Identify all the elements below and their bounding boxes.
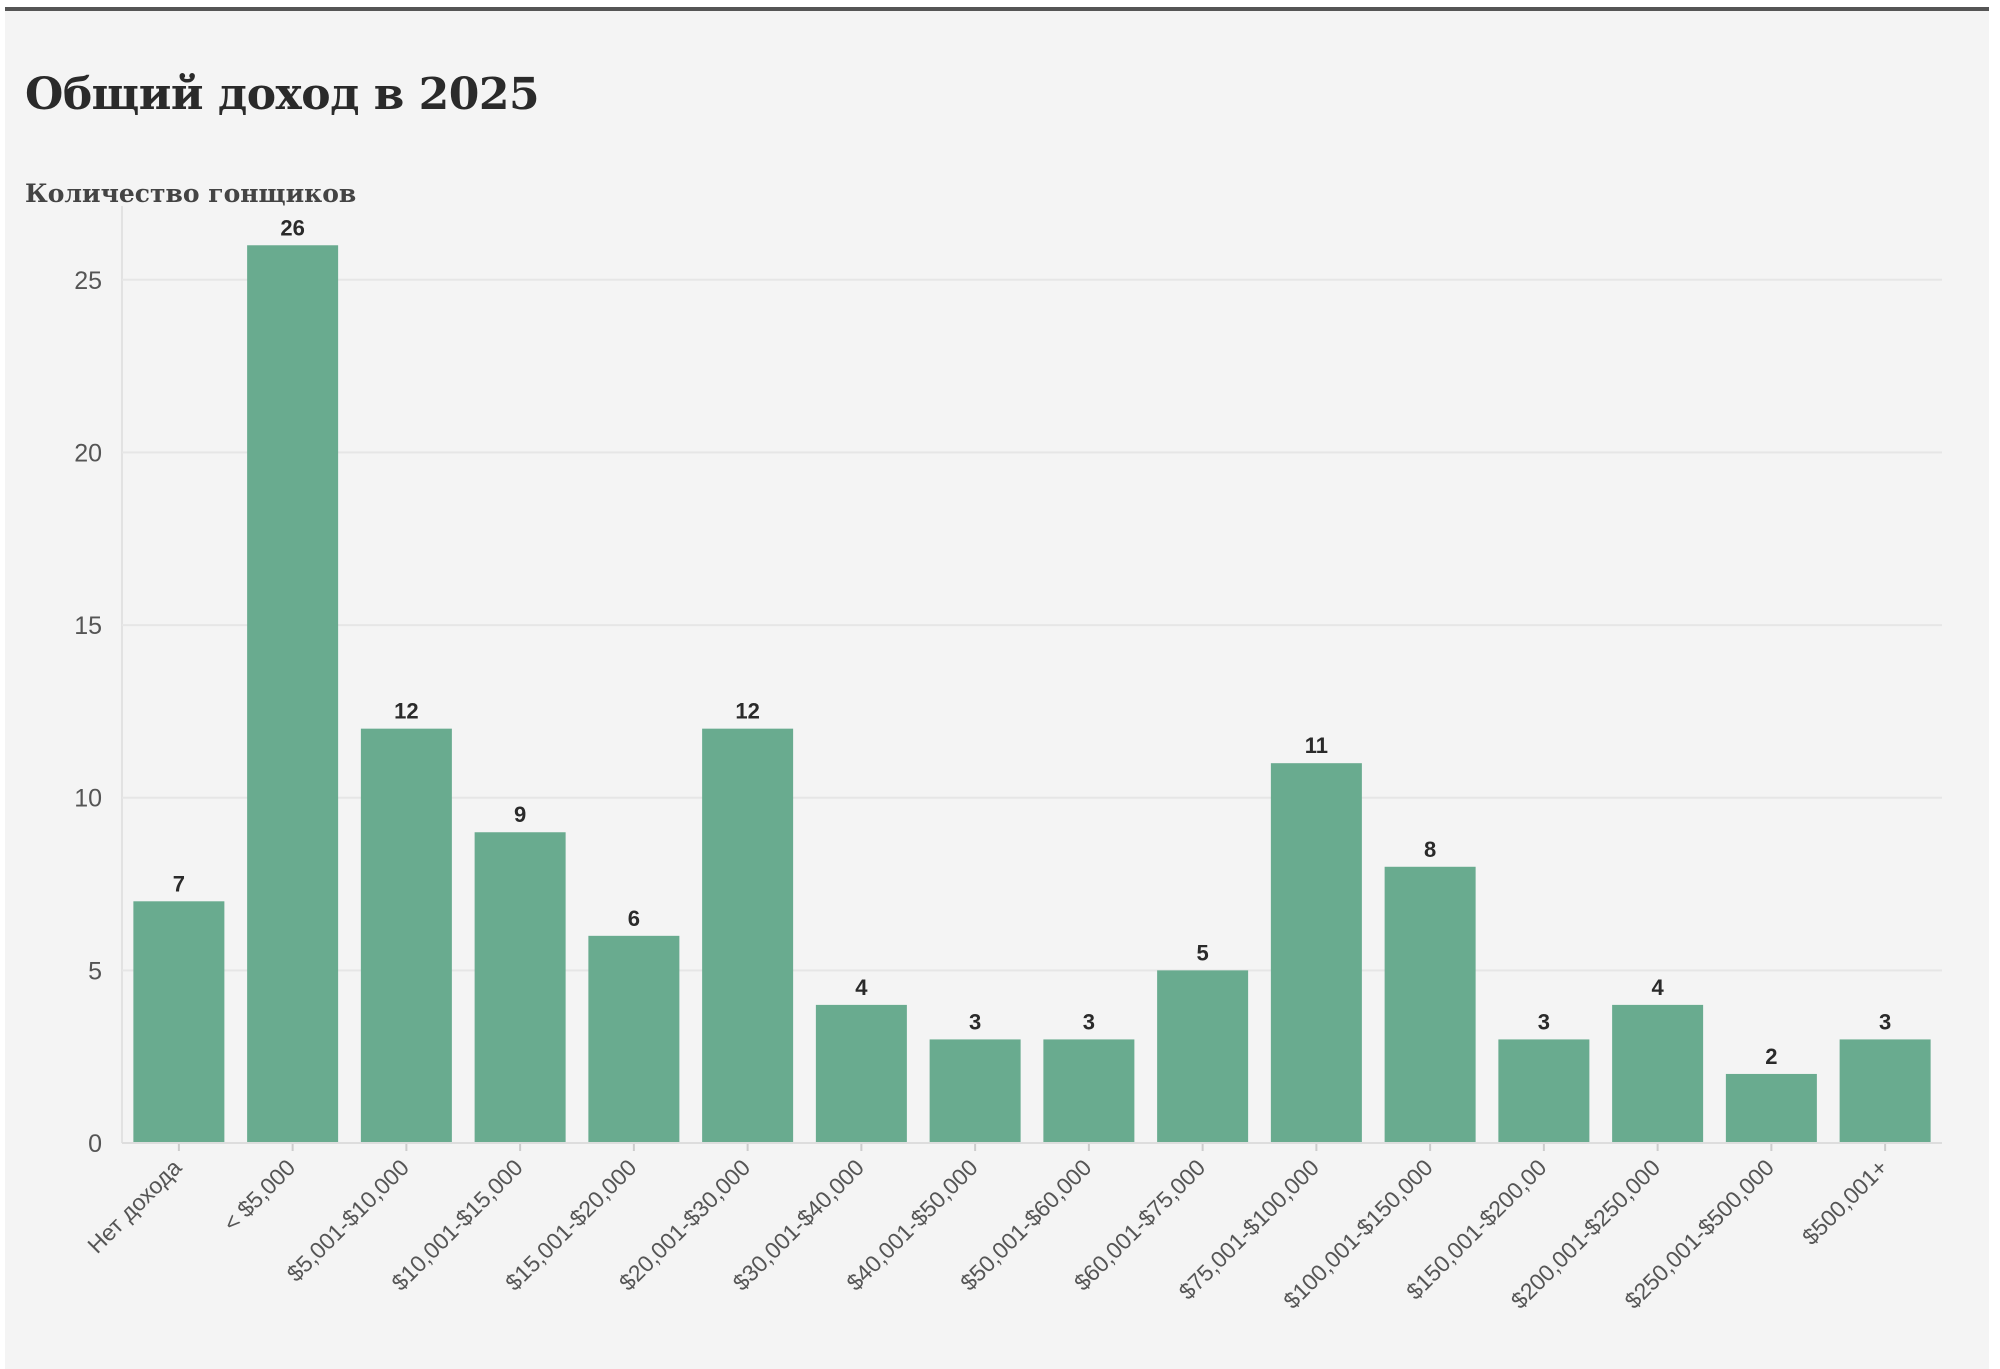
bar-value-label: 4: [1652, 975, 1665, 1000]
bar: [133, 901, 225, 1143]
chart-title: Общий доход в 2025: [25, 69, 540, 120]
bar: [1270, 763, 1362, 1143]
bar-value-label: 26: [280, 215, 304, 240]
bar-value-label: 3: [1538, 1009, 1550, 1034]
bar: [1839, 1039, 1931, 1143]
bar: [1384, 866, 1476, 1143]
bar-value-label: 12: [735, 699, 759, 724]
bar-value-label: 3: [1879, 1009, 1891, 1034]
bar-value-label: 3: [969, 1009, 981, 1034]
x-category-label: $500,001+: [1797, 1154, 1893, 1250]
bar: [929, 1039, 1021, 1143]
bar-value-label: 2: [1765, 1044, 1777, 1069]
y-tick-label: 20: [74, 439, 102, 467]
y-tick-label: 5: [88, 957, 102, 985]
bar-value-label: 7: [173, 871, 185, 896]
bar: [1612, 1004, 1704, 1143]
x-category-label: Нет дохода: [82, 1154, 186, 1258]
bar-value-label: 12: [394, 699, 418, 724]
y-tick-label: 15: [74, 612, 102, 640]
bar-value-label: 8: [1424, 837, 1436, 862]
y-tick-label: 25: [74, 267, 102, 295]
bar: [1157, 970, 1249, 1143]
y-tick-label: 10: [74, 785, 102, 813]
bar-value-label: 6: [628, 906, 640, 931]
y-axis-label: Количество гонщиков: [25, 179, 357, 208]
x-category-label: $5,001-$10,000: [282, 1154, 414, 1286]
bar-value-label: 11: [1305, 733, 1328, 758]
bar-value-label: 9: [514, 802, 526, 827]
bar: [815, 1004, 907, 1143]
bar-value-label: 3: [1083, 1009, 1095, 1034]
bar: [474, 832, 566, 1143]
bar: [1725, 1073, 1817, 1143]
bar: [1043, 1039, 1135, 1143]
bar-value-label: 4: [855, 975, 868, 1000]
bar: [360, 728, 452, 1143]
x-category-label: < $5,000: [218, 1154, 300, 1236]
bar: [702, 728, 794, 1143]
y-tick-label: 0: [88, 1130, 102, 1158]
bar-value-label: 5: [1197, 940, 1209, 965]
bar: [588, 935, 680, 1143]
bar: [247, 245, 339, 1143]
bar: [1498, 1039, 1590, 1143]
